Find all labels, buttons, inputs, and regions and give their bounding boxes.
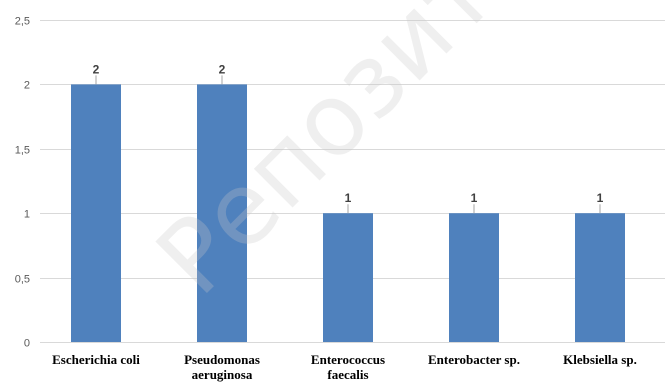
x-tick-label: Escherichia coli	[52, 352, 140, 367]
x-tick-label: Enterobacter sp.	[428, 352, 520, 367]
x-tick-label: Klebsiella sp.	[563, 352, 637, 367]
y-tick-label: 0	[24, 338, 30, 350]
y-tick-label: 2,5	[15, 16, 30, 28]
y-tick-label: 0,5	[15, 274, 30, 286]
y-tick-label: 2	[24, 80, 30, 92]
x-tick-label: Pseudomonas	[184, 352, 260, 367]
bar	[197, 84, 247, 343]
bars	[71, 75, 625, 343]
x-tick-label: Enterococcus	[311, 352, 385, 367]
bar	[575, 213, 625, 342]
data-label: 1	[597, 191, 604, 205]
x-tick-label: faecalis	[327, 367, 368, 382]
data-label: 1	[471, 191, 478, 205]
bar	[323, 213, 373, 342]
bar	[449, 213, 499, 342]
y-tick-label: 1	[24, 209, 30, 221]
y-axis-tick-labels: 0 0,5 1 1,5 2 2,5	[15, 16, 30, 350]
data-label: 1	[345, 191, 352, 205]
data-labels: 2 2 1 1 1	[93, 62, 604, 205]
x-tick-label: aeruginosa	[192, 367, 253, 382]
data-label: 2	[93, 62, 100, 76]
data-label: 2	[219, 62, 226, 76]
bar	[71, 84, 121, 343]
y-tick-label: 1,5	[15, 145, 30, 157]
